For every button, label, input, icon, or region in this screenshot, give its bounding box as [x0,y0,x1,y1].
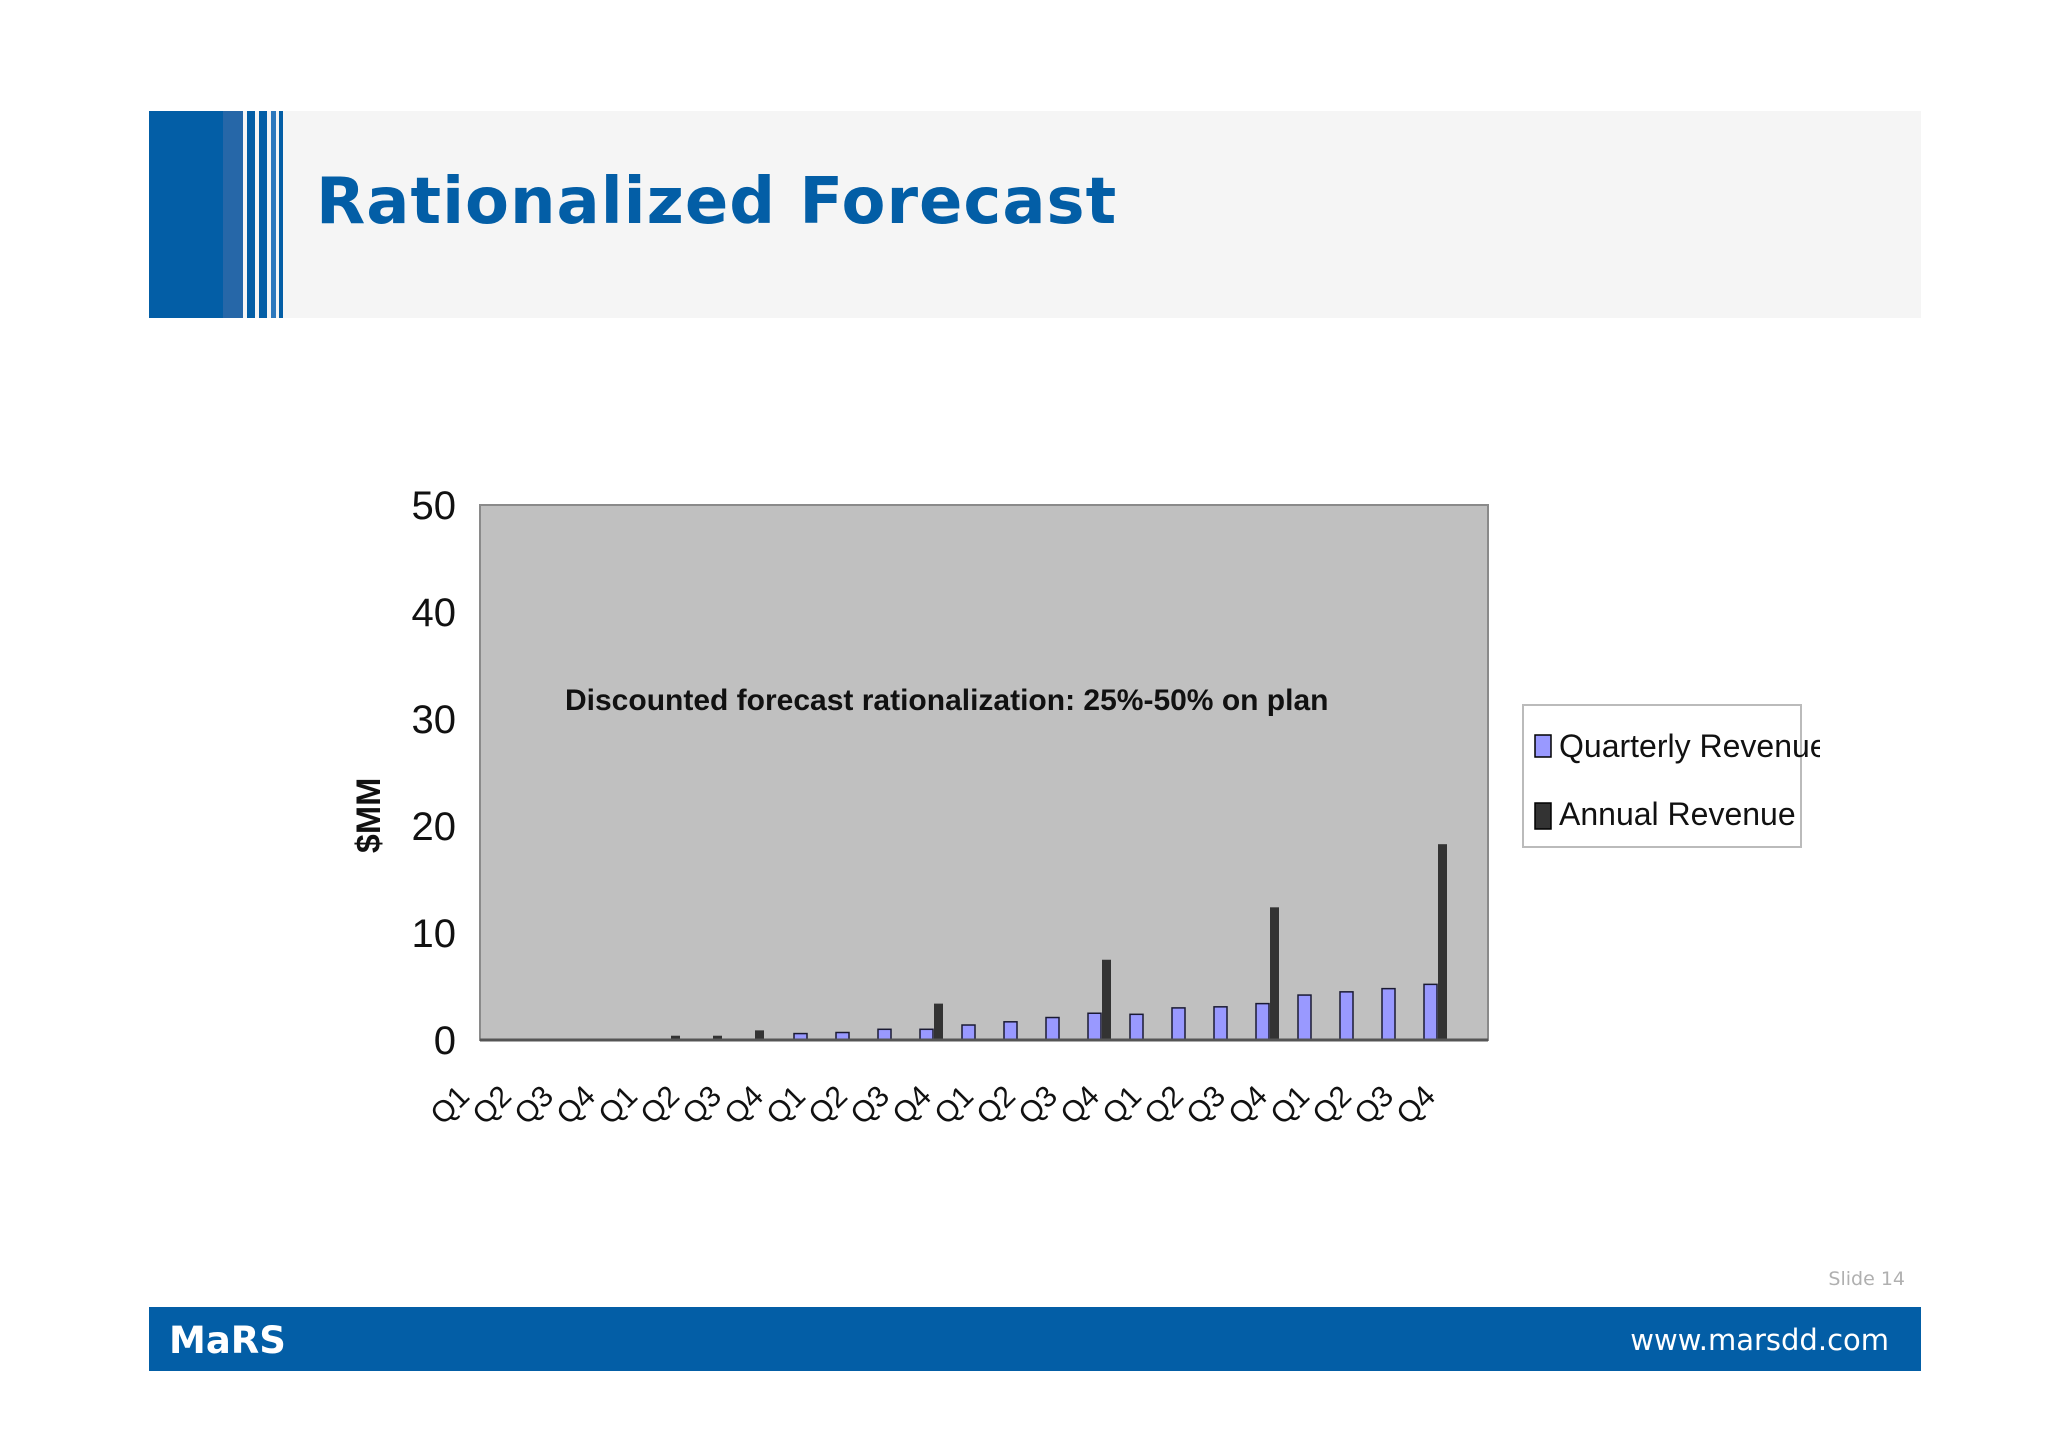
page-title: Rationalized Forecast [316,165,1118,239]
bar-annual-revenue [755,1030,764,1040]
bar-quarterly-revenue [1255,1002,1270,1041]
banner-stripe [279,111,283,318]
y-axis: 0 10 20 30 40 50 [412,484,457,1063]
bar-quarterly-revenue [1339,991,1354,1041]
footer-url: www.marsdd.com [1630,1323,1889,1357]
x-tick-label: Q4 [1390,1080,1442,1132]
bar-quarterly-revenue [1171,1007,1186,1041]
bar-quarterly-revenue [1423,983,1438,1041]
bar-annual-revenue [1270,907,1279,1040]
footer-bar: MaRS www.marsdd.com [149,1307,1921,1371]
chart-annotation: Discounted forecast rationalization: 25%… [565,684,1328,717]
banner-stripe [247,111,255,318]
y-tick-label: 30 [412,698,457,742]
footer-logo: MaRS [169,1319,286,1362]
banner-stripe [271,111,276,318]
bar-quarterly-revenue [1213,1006,1228,1041]
y-tick-label: 40 [412,591,457,635]
plot-area [479,504,1489,1041]
bar-quarterly-revenue [961,1024,976,1041]
y-axis-label: $MM [350,778,388,854]
bar-quarterly-revenue [1003,1021,1018,1041]
bar-quarterly-revenue [1087,1012,1102,1041]
bar-annual-revenue [1102,959,1111,1040]
slide-number: Slide 14 [1828,1268,1905,1290]
y-tick-label: 20 [412,805,457,849]
banner-stripe [223,111,243,318]
title-banner [149,111,1921,318]
legend-swatch-annual [1534,802,1552,830]
bar-annual-revenue [934,1003,943,1040]
bar-quarterly-revenue [1381,987,1396,1041]
x-axis: Q1Q2Q3Q4Q1Q2Q3Q4Q1Q2Q3Q4Q1Q2Q3Q4Q1Q2Q3Q4… [424,1080,1442,1132]
y-tick-label: 0 [434,1019,456,1063]
banner-stripe [259,111,267,318]
legend: Quarterly Revenue Annual Revenue [1522,704,1820,848]
bar-annual-revenue [671,1035,680,1040]
bar-quarterly-revenue [1129,1013,1144,1041]
bar-annual-revenue [1438,844,1447,1040]
bar-annual-revenue [713,1035,722,1040]
legend-label-annual: Annual Revenue [1559,796,1796,832]
legend-box [1522,704,1802,848]
banner-stripe [149,111,223,318]
legend-label-quarterly: Quarterly Revenue [1559,728,1820,764]
legend-swatch-quarterly [1534,734,1552,758]
y-tick-label: 50 [412,484,457,528]
bar-quarterly-revenue [919,1028,934,1041]
revenue-chart: 0 10 20 30 40 50 $MM Discounted forecast rati… [350,484,1820,1132]
y-tick-label: 10 [412,912,457,956]
bar-quarterly-revenue [877,1028,892,1041]
bar-quarterly-revenue [1045,1016,1060,1041]
bar-quarterly-revenue [1297,994,1312,1041]
